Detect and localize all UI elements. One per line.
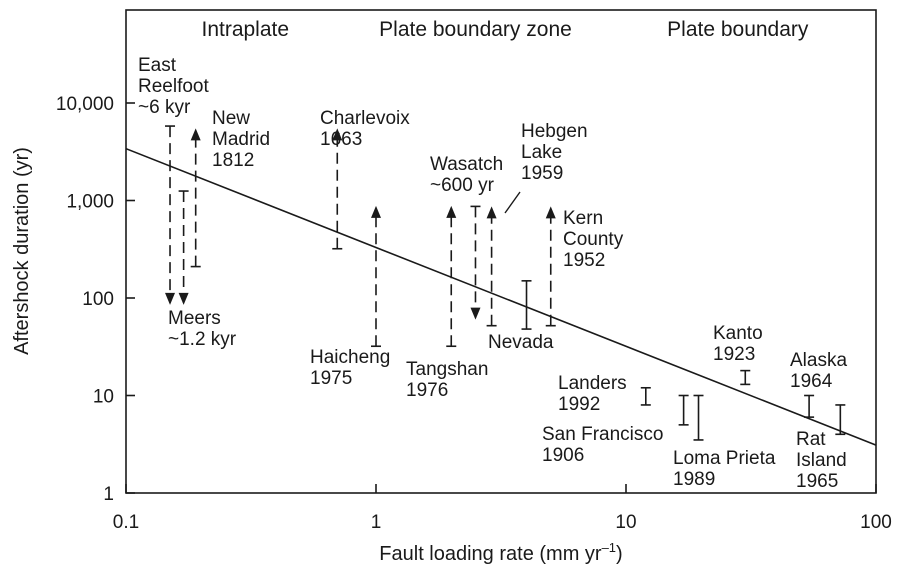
event-label-new-madrid: Madrid: [212, 129, 270, 150]
event-label-meers: Meers: [168, 308, 221, 329]
event-label-alaska: Alaska: [790, 350, 847, 371]
event-label-rat-island: Island: [796, 450, 847, 471]
y-tick-label: 100: [82, 289, 114, 310]
arrow-down-meers: [178, 292, 189, 305]
event-wasatch: Wasatch~600 yr: [430, 154, 503, 320]
event-label-alaska: 1964: [790, 371, 833, 392]
event-label-new-madrid: 1812: [212, 150, 254, 171]
event-label-kern-county: Kern: [563, 208, 603, 229]
event-label-landers: Landers: [558, 373, 627, 394]
zone-label: Plate boundary zone: [379, 18, 572, 41]
event-label-rat-island: Rat: [796, 429, 826, 450]
x-tick-label: 10: [615, 512, 636, 533]
event-label-kern-county: 1952: [563, 250, 605, 271]
event-label-haicheng: 1975: [310, 368, 352, 389]
event-label-nevada: Nevada: [488, 332, 554, 353]
event-label-east-reefoot: East: [138, 55, 177, 76]
x-tick-label: 0.1: [113, 512, 139, 533]
x-axis-title: Fault loading rate (mm yr–1): [379, 540, 622, 565]
event-label-meers: ~1.2 kyr: [168, 329, 237, 350]
arrow-up-haicheng: [371, 205, 381, 218]
event-label-loma-prieta: 1989: [673, 469, 715, 490]
event-label-new-madrid: New: [212, 108, 250, 129]
y-axis-title: Aftershock duration (yr): [11, 147, 33, 355]
arrow-up-charlevoix: [332, 128, 343, 141]
event-label-charlevoix: Charlevoix: [320, 108, 410, 129]
y-tick-label: 10: [93, 387, 114, 408]
fit-line: [125, 147, 877, 446]
arrow-up-kern-county: [545, 206, 556, 219]
event-label-tangshan: Tangshan: [406, 359, 488, 380]
plot-frame: [125, 9, 877, 494]
zone-label: Plate boundary: [667, 18, 809, 41]
x-tick-label: 1: [371, 512, 382, 533]
event-label-charlevoix: 1663: [320, 129, 362, 150]
x-axis-title-sup: –1: [602, 540, 616, 555]
event-label-hebgen-lake: Lake: [521, 142, 562, 163]
event-label-kanto: 1923: [713, 344, 755, 365]
event-label-rat-island: 1965: [796, 471, 838, 492]
event-label-kern-county: County: [563, 229, 624, 250]
event-label-landers: 1992: [558, 394, 600, 415]
event-label-wasatch: Wasatch: [430, 154, 503, 175]
y-tick-label: 1: [103, 484, 114, 505]
x-axis-title-end: ): [616, 543, 623, 565]
y-tick-label: 1,000: [66, 192, 114, 213]
arrow-up-tangshan: [446, 205, 457, 218]
event-label-san-francisco: San Francisco: [542, 424, 663, 445]
event-label-loma-prieta: Loma Prieta: [673, 448, 776, 469]
event-label-san-francisco: 1906: [542, 445, 584, 466]
event-label-tangshan: 1976: [406, 380, 448, 401]
event-nevada: Nevada: [488, 280, 554, 353]
x-axis-title-main: Fault loading rate (mm yr: [379, 543, 602, 565]
event-label-kanto: Kanto: [713, 323, 763, 344]
arrow-down-wasatch: [470, 307, 481, 320]
arrow-up-new-madrid: [190, 128, 201, 141]
event-label-haicheng: Haicheng: [310, 347, 390, 368]
zone-label: Intraplate: [201, 18, 289, 41]
event-label-east-reefoot: Reelfoot: [138, 76, 209, 97]
event-label-wasatch: ~600 yr: [430, 175, 495, 196]
arrow-up-hebgen-lake: [486, 206, 497, 219]
event-meers: Meers~1.2 kyr: [168, 190, 237, 350]
arrow-down-east-reefoot: [165, 292, 176, 305]
hebgen-leader-line: [504, 191, 521, 214]
y-tick-label: 10,000: [56, 94, 114, 115]
x-tick-label: 100: [860, 512, 892, 533]
event-label-hebgen-lake: 1959: [521, 163, 563, 184]
event-label-east-reefoot: ~6 kyr: [138, 97, 191, 118]
event-label-hebgen-lake: Hebgen: [521, 121, 588, 142]
